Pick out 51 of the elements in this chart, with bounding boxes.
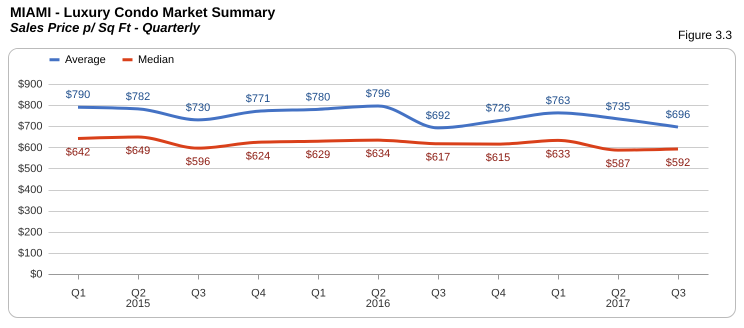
y-tick-label: $500 [18,162,42,175]
x-tick-label: Q3 [431,288,446,300]
legend-label: Median [138,54,174,66]
data-label: $726 [486,102,510,115]
y-tick-label: $0 [30,268,42,280]
y-tick-label: $100 [18,247,42,260]
y-tick-label: $600 [18,142,42,154]
text: 2015 [126,298,150,310]
data-label: $696 [666,109,690,122]
y-tick-label: $200 [18,226,42,238]
data-label: $629 [306,149,330,162]
x-tick-label: Q4 [491,288,506,300]
y-tick-label: $300 [18,205,42,218]
data-label: $633 [546,148,570,160]
x-tick-label: Q2 [611,288,626,300]
x-tick-label: Q2 [131,288,146,300]
data-label: $771 [246,93,270,106]
y-tick-label: $900 [18,78,42,90]
data-label: $624 [246,150,270,162]
data-label: $617 [426,152,450,164]
chart-subtitle: Sales Price p/ Sq Ft - Quarterly [10,20,200,35]
x-tick-label: Q1 [551,288,566,300]
data-label: $763 [546,94,570,107]
x-tick-label: Q4 [251,288,266,300]
text: 2017 [606,298,630,310]
x-tick-label: Q2 [371,288,386,300]
x-tick-label: Q3 [671,288,686,300]
y-tick-label: $400 [18,184,42,196]
data-label: $587 [606,158,630,170]
data-label: $730 [186,102,210,114]
data-label: $796 [366,88,390,100]
x-tick-label: Q3 [191,288,206,300]
data-label: $634 [366,148,390,160]
x-tick-label: Q1 [71,288,86,300]
text: 2016 [366,298,390,310]
data-label: $692 [426,110,450,122]
data-label: $790 [66,89,90,102]
data-label: $649 [126,144,150,157]
y-tick-label: $800 [18,100,42,112]
y-tick-label: $700 [18,120,42,133]
data-label: $592 [666,157,690,170]
x-tick-label: Q1 [311,288,326,300]
data-label: $642 [66,146,90,158]
data-label: $615 [486,152,510,164]
caption: Figure 3.3 [678,28,732,42]
chart-title: MIAMI - Luxury Condo Market Summary [10,4,276,20]
data-label: $735 [606,100,630,113]
legend-label: Average [65,54,106,66]
data-label: $780 [306,91,330,104]
data-label: $782 [126,90,150,103]
data-label: $596 [186,156,210,168]
